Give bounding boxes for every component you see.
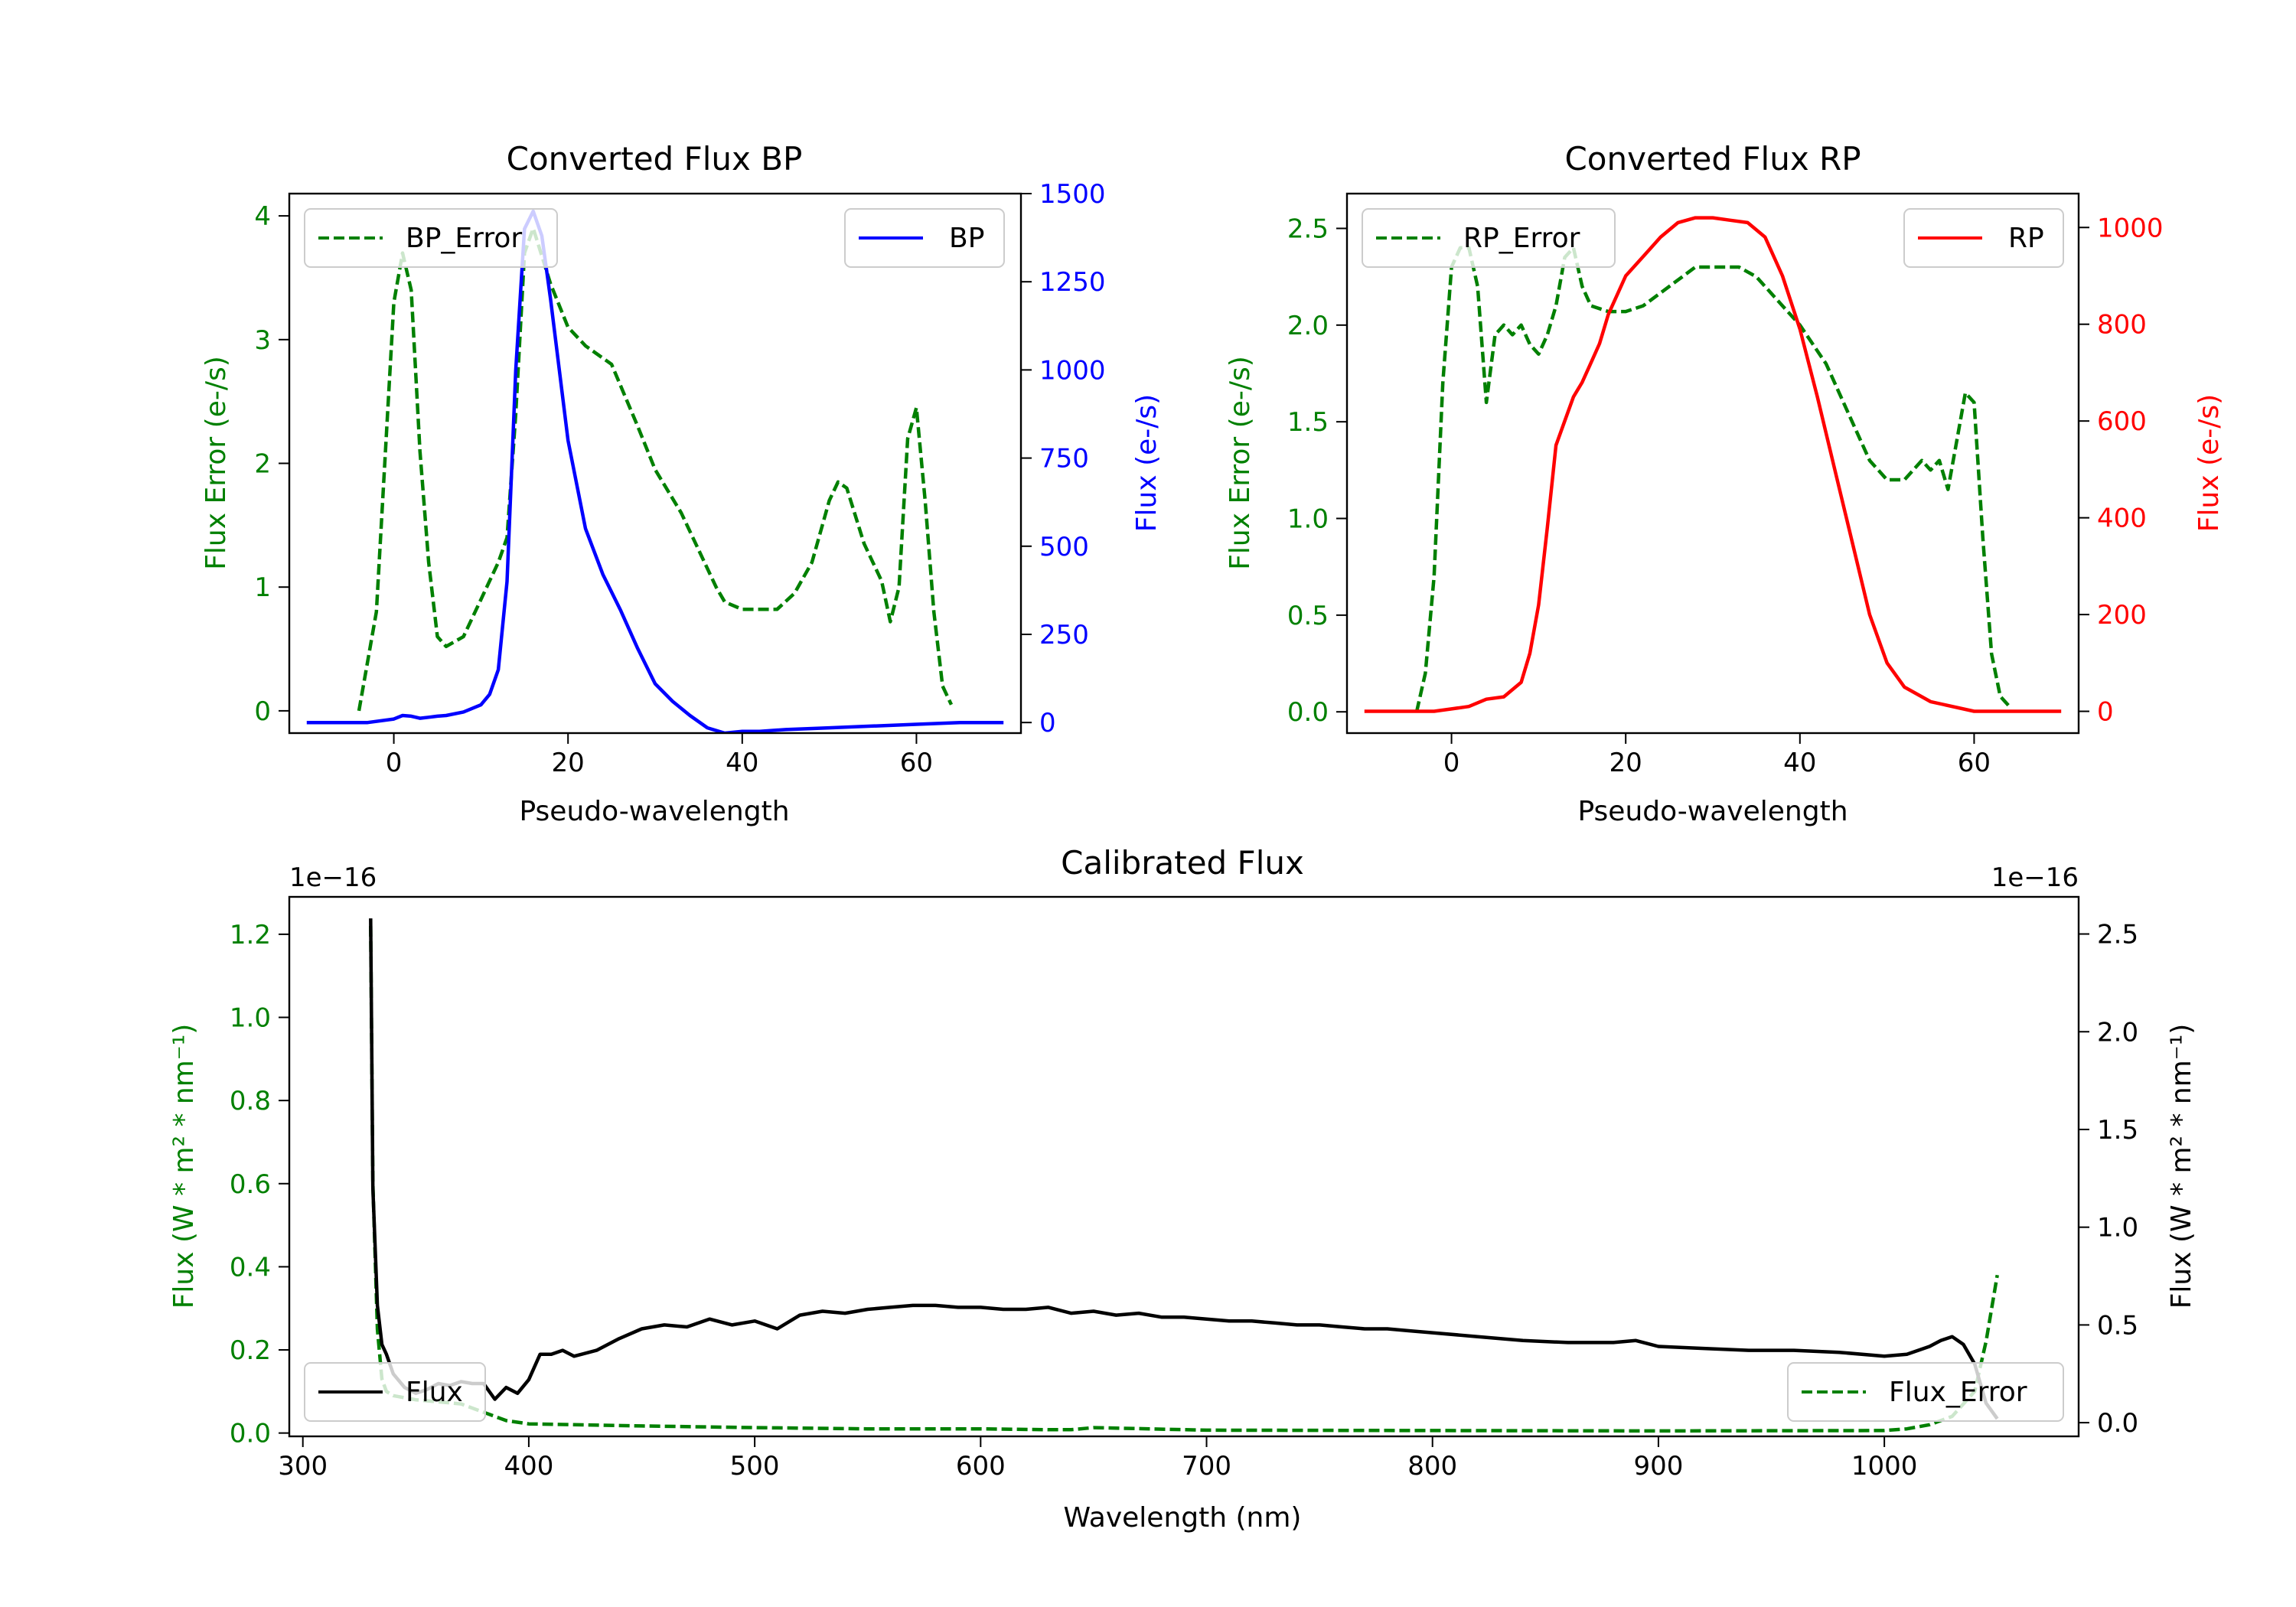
rp-legend-error-label: RP_Error bbox=[1463, 223, 1580, 254]
rp-ytick-left-label: 1.5 bbox=[1287, 407, 1329, 438]
rp-xtick-label: 20 bbox=[1609, 748, 1642, 778]
rp-series-rp bbox=[1364, 216, 2062, 713]
calibrated-ytick-left-label: 1.0 bbox=[230, 1003, 271, 1034]
bp-ylabel-right: Flux (e-/s) bbox=[1131, 394, 1163, 532]
rp-ytick-left-label: 1.0 bbox=[1287, 504, 1329, 535]
rp-title: Converted Flux RP bbox=[1564, 140, 1861, 178]
bp-ytick-left-label: 4 bbox=[254, 201, 271, 232]
calibrated-xlabel: Wavelength (nm) bbox=[1064, 1502, 1302, 1534]
bp-legend-error: BP_Error bbox=[304, 208, 558, 268]
rp-xlabel: Pseudo-wavelength bbox=[1577, 796, 1848, 827]
bp-title: Converted Flux BP bbox=[507, 140, 803, 178]
calibrated-series-flux-error bbox=[369, 925, 1999, 1433]
rp-ytick-right-label: 200 bbox=[2097, 600, 2147, 631]
bp-legend-flux-label: BP bbox=[949, 223, 984, 254]
bp-ytick-right-label: 1500 bbox=[1039, 179, 1106, 210]
calibrated-offset-left: 1e−16 bbox=[289, 862, 377, 893]
bp-ytick-right-label: 750 bbox=[1039, 444, 1089, 474]
bp-legend-flux: BP bbox=[844, 208, 1005, 268]
bp-xtick-label: 20 bbox=[552, 748, 585, 778]
bp-ytick-right-label: 0 bbox=[1039, 708, 1056, 738]
calibrated-ytick-right-label: 0.0 bbox=[2097, 1408, 2138, 1439]
calibrated-ytick-left-label: 1.2 bbox=[230, 920, 271, 950]
bp-xtick-label: 60 bbox=[900, 748, 933, 778]
bp-ytick-right-label: 250 bbox=[1039, 620, 1089, 650]
calibrated-ytick-right-label: 1.5 bbox=[2097, 1115, 2138, 1146]
calibrated-ytick-left-label: 0.6 bbox=[230, 1169, 271, 1200]
calibrated-xtick-label: 500 bbox=[730, 1451, 780, 1482]
calibrated-axes-frame bbox=[288, 895, 2080, 1438]
rp-ytick-right-label: 400 bbox=[2097, 504, 2147, 534]
bp-panel: Converted Flux BP 0 20 40 60012340250500750… bbox=[201, 140, 1163, 827]
rp-ytick-left-label: 0.5 bbox=[1287, 601, 1329, 631]
calibrated-ylabel-right: Flux (W * m² * nm⁻¹) bbox=[2166, 1024, 2197, 1309]
rp-ytick-right-label: 600 bbox=[2097, 406, 2147, 437]
calibrated-ytick-left-label: 0.8 bbox=[230, 1086, 271, 1116]
rp-ylabel-right: Flux (e-/s) bbox=[2193, 394, 2225, 532]
bp-xlabel: Pseudo-wavelength bbox=[519, 796, 789, 827]
rp-ylabel-left: Flux Error (e-/s) bbox=[1225, 356, 1256, 570]
rp-series-rp-error bbox=[1414, 246, 2011, 712]
rp-panel: Converted Flux RP 0 20 40 60 0.0 0.5 1.0 1.5 2.0… bbox=[1225, 140, 2225, 827]
calibrated-title: Calibrated Flux bbox=[1061, 844, 1304, 882]
calibrated-ytick-right-label: 1.0 bbox=[2097, 1213, 2138, 1244]
calibrated-legend-error: Flux_Error bbox=[1787, 1362, 2064, 1422]
rp-legend-flux: RP bbox=[1903, 208, 2064, 268]
calibrated-xtick-label: 800 bbox=[1407, 1451, 1457, 1482]
calibrated-offset-right: 1e−16 bbox=[1991, 862, 2079, 893]
calibrated-ytick-right-label: 2.0 bbox=[2097, 1017, 2138, 1048]
calibrated-panel: Calibrated Flux 1e−16 1e−16 300 400 500 600… bbox=[168, 844, 2197, 1534]
calibrated-xtick-label: 900 bbox=[1633, 1451, 1683, 1482]
calibrated-xtick-label: 600 bbox=[956, 1451, 1006, 1482]
calibrated-ytick-left-label: 0.2 bbox=[230, 1335, 271, 1366]
bp-ytick-right-label: 500 bbox=[1039, 532, 1089, 562]
bp-legend-error-label: BP_Error bbox=[406, 223, 522, 254]
calibrated-ytick-right-label: 0.5 bbox=[2097, 1310, 2138, 1341]
calibrated-legend-flux: Flux bbox=[304, 1362, 486, 1422]
rp-xtick-label: 40 bbox=[1783, 748, 1816, 778]
rp-ytick-left-label: 2.0 bbox=[1287, 311, 1329, 341]
calibrated-series-flux bbox=[369, 918, 1999, 1420]
bp-ytick-right-label: 1000 bbox=[1039, 355, 1106, 386]
rp-ytick-right-label: 800 bbox=[2097, 310, 2147, 341]
rp-ytick-left-label: 2.5 bbox=[1287, 214, 1329, 244]
calibrated-xtick-label: 1000 bbox=[1851, 1451, 1918, 1482]
calibrated-ytick-left-label: 0.4 bbox=[230, 1252, 271, 1283]
rp-ytick-left-label: 0.0 bbox=[1287, 697, 1329, 728]
calibrated-xtick-label: 300 bbox=[278, 1451, 328, 1482]
bp-ytick-right-label: 1250 bbox=[1039, 267, 1106, 298]
calibrated-legend-flux-label: Flux bbox=[406, 1377, 463, 1408]
rp-legend-error: RP_Error bbox=[1362, 208, 1616, 268]
bp-series-bp bbox=[306, 209, 1004, 733]
rp-axes-frame bbox=[1345, 192, 2080, 735]
calibrated-ytick-right-label: 2.5 bbox=[2097, 920, 2138, 950]
bp-ytick-left-label: 2 bbox=[254, 449, 271, 480]
calibrated-legend-error-label: Flux_Error bbox=[1889, 1377, 2027, 1408]
bp-ytick-left-label: 0 bbox=[254, 696, 271, 727]
bp-axes-frame bbox=[288, 192, 1022, 735]
bp-xtick-label: 40 bbox=[726, 748, 758, 778]
bp-ylabel-left: Flux Error (e-/s) bbox=[201, 356, 232, 570]
rp-xtick-label: 60 bbox=[1958, 748, 1991, 778]
rp-xtick-label: 0 bbox=[1443, 748, 1460, 778]
calibrated-xtick-label: 700 bbox=[1182, 1451, 1231, 1482]
rp-ytick-right-label: 1000 bbox=[2097, 213, 2164, 243]
bp-series-bp-error bbox=[357, 227, 954, 712]
bp-ytick-left-label: 3 bbox=[254, 325, 271, 356]
bp-ytick-left-label: 1 bbox=[254, 572, 271, 603]
calibrated-xtick-label: 400 bbox=[504, 1451, 553, 1482]
calibrated-ytick-left-label: 0.0 bbox=[230, 1419, 271, 1449]
bp-xtick-label: 0 bbox=[386, 748, 403, 778]
rp-ytick-right-label: 0 bbox=[2097, 697, 2114, 728]
calibrated-ylabel-left: Flux (W * m² * nm⁻¹) bbox=[168, 1024, 200, 1309]
rp-legend-flux-label: RP bbox=[2008, 223, 2044, 254]
